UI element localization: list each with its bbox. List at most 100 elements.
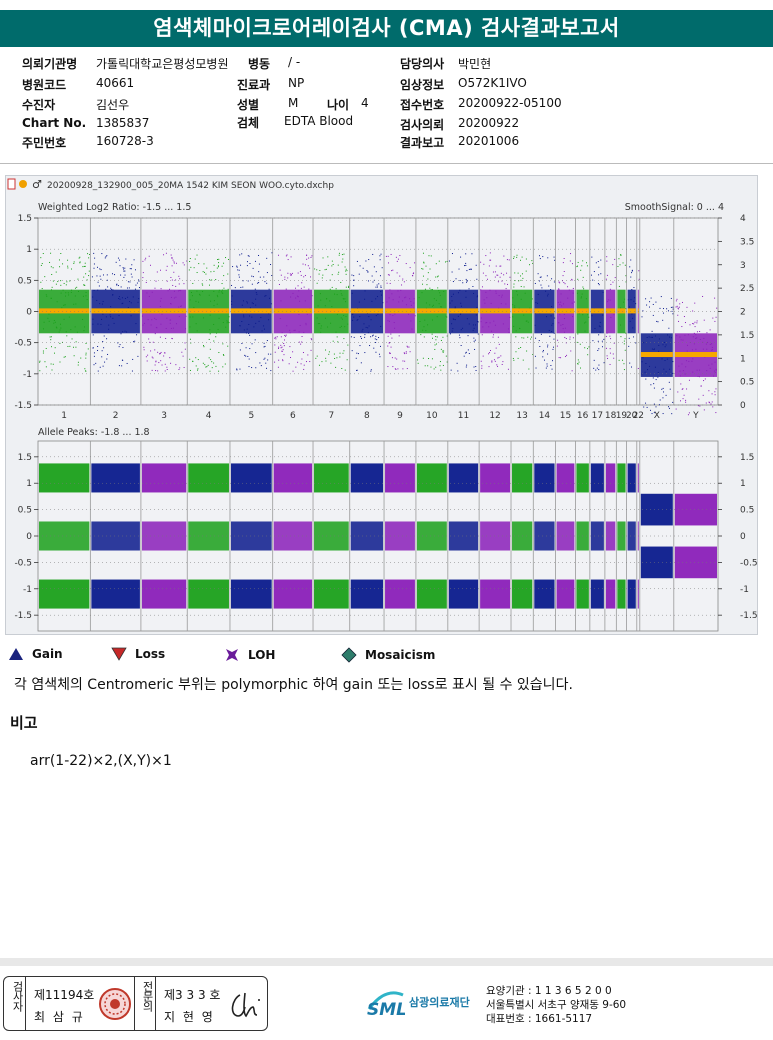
bottom-left-tick: -1 <box>23 585 32 595</box>
top-right-tick: 1.5 <box>740 331 754 341</box>
doctor-value: 박민현 <box>458 57 492 71</box>
org-code: 요양기관 : 1 1 3 6 5 2 0 0 <box>486 985 612 997</box>
accession-value: 20200922-05100 <box>458 96 562 110</box>
bottom-band-chr-16 <box>576 463 589 609</box>
top-band-chr-X <box>640 296 674 415</box>
sml-logo-text: SML <box>367 1000 405 1019</box>
mosaicism-icon <box>341 647 357 663</box>
bottom-panel-title: Allele Peaks: -1.8 ... 1.8 <box>38 427 150 438</box>
top-right-tick: 3.5 <box>740 237 754 247</box>
top-band-chr-11 <box>448 253 479 372</box>
examiner-name: 최 삼 규 <box>34 1010 85 1024</box>
footer-address: 요양기관 : 1 1 3 6 5 2 0 0 서울특별시 서초구 양재동 9-6… <box>486 984 626 1026</box>
chr-label-15: 15 <box>560 411 571 421</box>
age-value: 4 <box>361 96 369 110</box>
top-band-chr-14 <box>534 255 556 370</box>
ward-value: / - <box>288 55 301 69</box>
file-icon <box>7 178 16 190</box>
top-left-tick: 1 <box>26 245 32 255</box>
legend: Gain Loss LOH Mosaicism <box>0 647 773 667</box>
bottom-right-tick: 1.5 <box>740 453 754 463</box>
top-right-tick: 4 <box>740 214 746 224</box>
sex-label: 성별 <box>237 98 260 112</box>
bottom-band-chr-19 <box>617 463 626 609</box>
footer-divider <box>0 958 773 966</box>
top-band-chr-19 <box>617 254 627 371</box>
chr-label-9: 9 <box>397 411 403 421</box>
top-left-tick: -0.5 <box>14 339 32 349</box>
chart-label: Chart No. <box>22 116 87 130</box>
legend-loh-label: LOH <box>248 648 276 662</box>
bottom-left-tick: -1.5 <box>14 611 32 621</box>
chr-label-3: 3 <box>161 411 167 421</box>
top-panel-title: Weighted Log2 Ratio: -1.5 ... 1.5 <box>38 202 191 213</box>
chr-label-13: 13 <box>516 411 527 421</box>
chr-label-Y: Y <box>692 411 699 421</box>
bottom-band-chr-15 <box>556 463 575 609</box>
examiner-number: 제11194호 <box>34 988 95 1002</box>
bottom-left-tick: 1 <box>26 479 32 489</box>
bottom-right-tick: 0.5 <box>740 506 754 516</box>
sml-logo-icon: SML <box>367 991 405 1019</box>
chr-label-22: 22 <box>633 411 644 421</box>
bottom-band-chr-2 <box>91 463 140 609</box>
remark-value: arr(1-22)×2,(X,Y)×1 <box>30 753 172 769</box>
report-date-label: 결과보고 <box>400 136 445 150</box>
chr-label-2: 2 <box>113 411 119 421</box>
receiver-label: 수진자 <box>22 98 56 112</box>
bottom-left-tick: 0 <box>26 532 32 542</box>
loh-icon <box>226 649 238 661</box>
bottom-right-tick: -1.5 <box>740 611 758 621</box>
bottom-right-tick: -1 <box>740 585 749 595</box>
gain-icon <box>9 648 23 660</box>
chr-label-8: 8 <box>364 411 370 421</box>
legend-loss-label: Loss <box>135 647 166 661</box>
chr-label-7: 7 <box>329 411 335 421</box>
top-band-chr-Y <box>674 295 718 416</box>
top-band-chr-6 <box>273 254 313 372</box>
bottom-band-chr-1 <box>39 463 90 609</box>
clinical-label: 임상정보 <box>400 78 445 92</box>
request-label: 검사의뢰 <box>400 118 445 132</box>
sample-icon <box>19 180 27 188</box>
age-label: 나이 <box>327 98 350 112</box>
bottom-left-tick: 0.5 <box>18 506 32 516</box>
bottom-right-tick: 0 <box>740 532 746 542</box>
hospcode-label: 병원코드 <box>22 78 67 92</box>
id-label: 주민번호 <box>22 136 67 150</box>
remark-header: 비고 <box>10 714 38 732</box>
top-left-tick: 1.5 <box>18 214 32 224</box>
top-band-chr-17 <box>590 256 605 371</box>
chr-label-5: 5 <box>248 411 254 421</box>
specialist-signature <box>231 992 260 1018</box>
clinical-value: O572K1IVO <box>458 76 527 90</box>
chr-label-18: 18 <box>605 411 617 421</box>
bottom-right-tick: 1 <box>740 479 746 489</box>
top-right-tick: 1 <box>740 354 746 364</box>
cma-plot-svg: ♂ 20200928_132900_005_20MA 1542 KIM SEON … <box>7 178 758 632</box>
bottom-band-chr-3 <box>141 463 187 609</box>
centromeric-note: 각 염색체의 Centromeric 부위는 polymorphic 하여 ga… <box>14 677 573 693</box>
chr-label-10: 10 <box>426 411 438 421</box>
bottom-band-chr-14 <box>534 463 555 609</box>
chr-label-6: 6 <box>290 411 296 421</box>
hospcode-value: 40661 <box>96 76 135 90</box>
bottom-left-tick: 1.5 <box>18 453 32 463</box>
patient-info: 의뢰기관명 가톨릭대학교은평성모병원 병동 / - 담당의사 박민현 병원코드 … <box>0 55 773 155</box>
top-left-tick: -1.5 <box>14 401 32 411</box>
report-date-value: 20201006 <box>458 134 520 148</box>
legend-loh: LOH <box>224 647 275 663</box>
dept-value: NP <box>288 76 305 90</box>
specimen-label: 검체 <box>237 116 260 130</box>
org-phone: 대표번호 : 1661-5117 <box>486 1013 593 1025</box>
top-band-chr-20 <box>627 259 637 368</box>
top-band-chr-2 <box>91 252 140 372</box>
bottom-band-chr-X <box>640 493 673 579</box>
accession-label: 접수번호 <box>400 98 445 112</box>
loss-icon <box>111 647 127 661</box>
bottom-band-chr-12 <box>480 463 511 609</box>
id-value: 160728-3 <box>96 134 154 148</box>
report-title: 염색체마이크로어레이검사 (CMA) 검사결과보고서 <box>0 10 773 47</box>
chr-label-1: 1 <box>61 411 67 421</box>
sml-logo: SML 삼광의료재단 <box>365 985 470 1019</box>
